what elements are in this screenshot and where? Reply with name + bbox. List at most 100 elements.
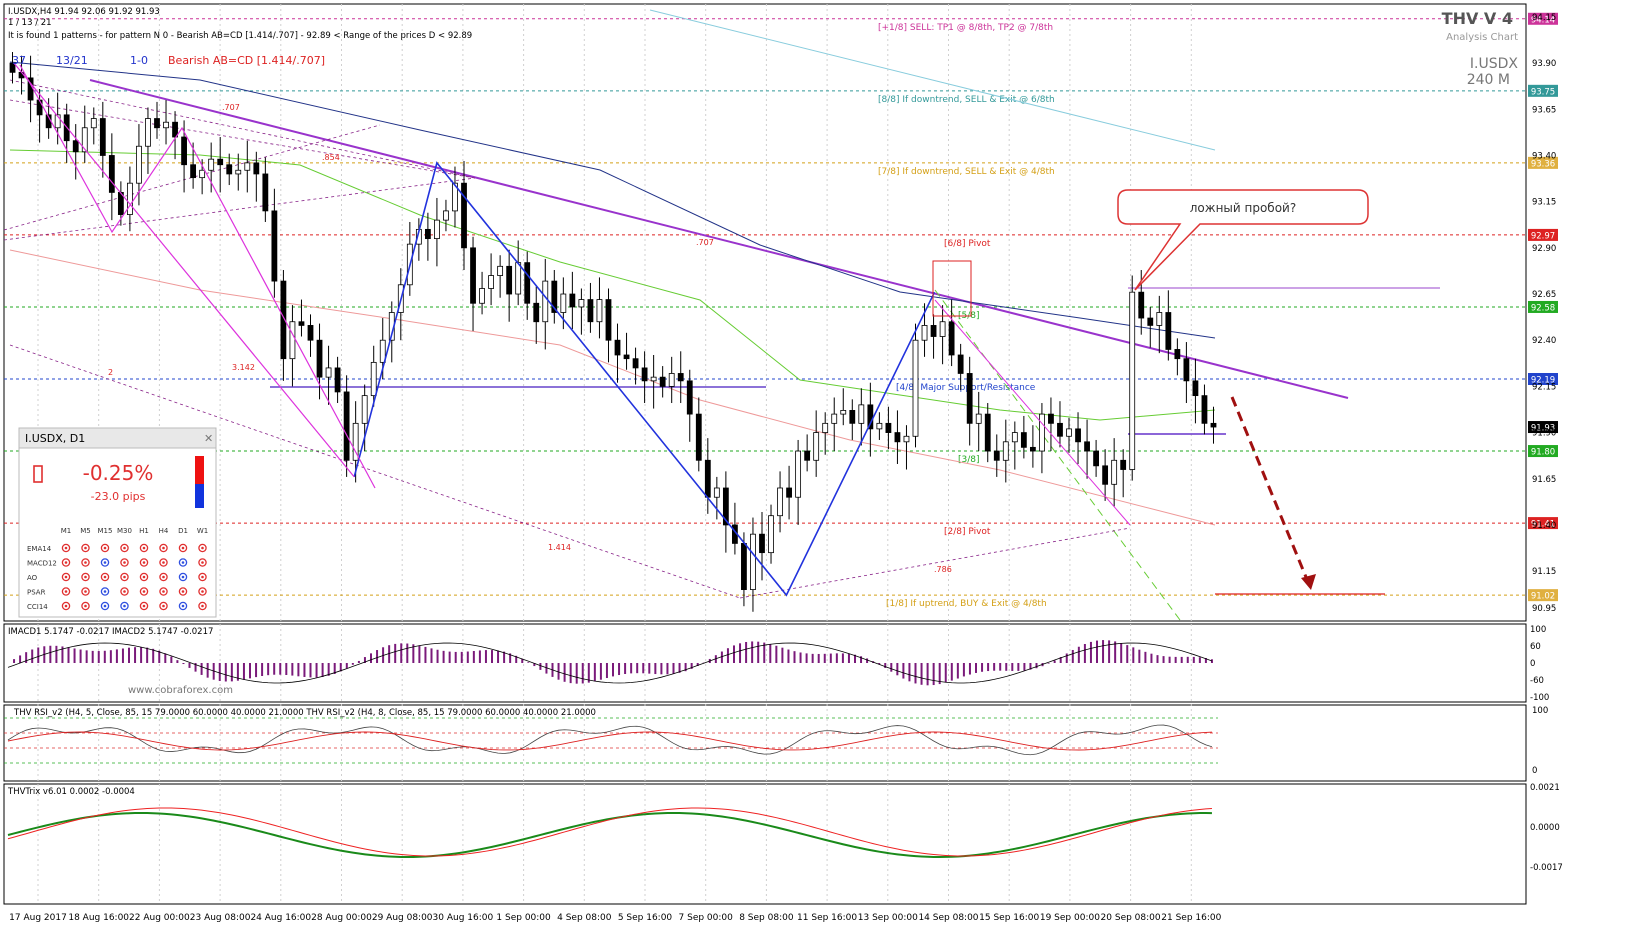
- level-badge-p91-02: [1528, 589, 1558, 602]
- widget-signal-dot-center: [162, 561, 165, 564]
- signal-widget[interactable]: I.USDX, D1 ✕ -0.25% -23.0 pips M1 M5 M15 M3…: [18, 427, 217, 618]
- candle-body: [704, 459, 711, 498]
- widget-indicator-name: MACD12: [27, 560, 57, 568]
- widget-signal-dot-center: [64, 546, 68, 550]
- candle-body: [921, 325, 928, 341]
- candle-body: [515, 262, 522, 295]
- candle-body: [795, 450, 802, 498]
- ema-long-line: [9, 249, 1216, 526]
- candle-body: [271, 210, 278, 282]
- candle-body: [1111, 459, 1118, 485]
- price-tick: 93.65: [1532, 105, 1556, 115]
- time-label: 7 Sep 00:00: [679, 913, 734, 923]
- candle-body: [280, 280, 287, 360]
- candle-body: [659, 376, 666, 387]
- level-label-p91-02: [1/8] If uptrend, BUY & Exit @ 4/8th: [886, 599, 1047, 609]
- candle-body: [1165, 312, 1172, 350]
- price-tick: 92.90: [1532, 244, 1556, 254]
- trix-tick: 0.0021: [1530, 783, 1560, 793]
- widget-signal-dot-center: [201, 561, 204, 564]
- level-label-p92-97: [6/8] Pivot: [944, 239, 991, 249]
- main-price-panel[interactable]: [3, 3, 1527, 622]
- candle-body: [912, 339, 919, 437]
- strength-bar-buy: [195, 484, 204, 508]
- price-tick: 92.65: [1532, 290, 1556, 300]
- wave-label-13-21: 13/21: [56, 54, 88, 67]
- candle-body: [1057, 422, 1063, 437]
- candle-body: [885, 422, 892, 433]
- pattern-name: Bearish AB=CD [1.414/.707]: [168, 54, 325, 67]
- candle-body: [334, 367, 341, 393]
- candle-body: [1048, 413, 1054, 424]
- candle-body: [939, 321, 946, 337]
- candle-body: [36, 99, 43, 116]
- brand-timeframe: 240 M: [1467, 72, 1510, 88]
- xa-leg-line: [13, 62, 355, 478]
- candle-body: [903, 435, 910, 443]
- candle-body: [145, 118, 151, 147]
- candle-body: [858, 404, 865, 424]
- fib-label: 1.414: [548, 543, 571, 552]
- level-badge-p92-97: [1528, 228, 1558, 241]
- candle-body: [108, 155, 115, 193]
- candle-body: [379, 339, 386, 363]
- widget-signal-dot-center: [64, 561, 68, 564]
- widget-signal-dot-center: [142, 561, 146, 564]
- widget-signal-dot-center: [64, 604, 68, 608]
- candle-body: [1066, 428, 1072, 437]
- widget-signal-dot-center: [103, 546, 107, 550]
- candle-body: [81, 127, 88, 153]
- widget-signal-dot-center: [103, 590, 107, 593]
- candle-body: [596, 299, 603, 323]
- candle-body: [72, 140, 79, 153]
- candle-body: [840, 410, 847, 415]
- level-badge-text-p92-58: 92.58: [1531, 303, 1555, 313]
- candle-body: [786, 487, 792, 498]
- wave-label-37: 37: [12, 54, 26, 67]
- widget-signal-dot-center: [181, 590, 185, 593]
- level-label-p93-36: [7/8] If downtrend, SELL & Exit @ 4/8th: [878, 167, 1055, 177]
- time-label: 18 Aug 16:00: [68, 913, 129, 923]
- macd-tick: -60: [1530, 676, 1544, 686]
- price-tick: 93.40: [1532, 151, 1556, 161]
- candle-body: [1201, 395, 1208, 424]
- macd-tick: 60: [1530, 642, 1541, 652]
- candle-body: [957, 354, 964, 374]
- widget-indicator-name: CCI14: [27, 603, 48, 611]
- time-label: 23 Aug 08:00: [190, 913, 251, 923]
- macd-label: IMACD1 5.1747 -0.0217 IMACD2 5.1747 -0.0…: [8, 627, 213, 637]
- time-label: 4 Sep 08:00: [557, 913, 612, 923]
- level-badge-text-p92-97: 92.97: [1531, 231, 1555, 241]
- widget-signal-dot-center: [64, 590, 68, 593]
- time-label: 21 Sep 16:00: [1161, 913, 1221, 923]
- candle-body: [488, 275, 494, 289]
- candle-body: [127, 182, 133, 215]
- candle-body: [804, 450, 811, 461]
- candle-body: [163, 121, 169, 129]
- candle-body: [668, 373, 675, 387]
- candle-body: [777, 487, 783, 517]
- candle-body: [289, 321, 296, 360]
- candle-body: [199, 169, 206, 179]
- candle-body: [1210, 422, 1217, 428]
- time-label: 20 Sep 08:00: [1101, 913, 1161, 923]
- widget-signal-dot-center: [123, 575, 126, 579]
- fib-label: .786: [934, 565, 952, 574]
- candle-body: [542, 280, 549, 323]
- candle-body: [966, 373, 973, 424]
- candle-body: [632, 358, 639, 369]
- widget-change: -0.25%: [83, 461, 154, 485]
- trix-panel[interactable]: [3, 783, 1527, 905]
- candle-body: [876, 422, 883, 430]
- candle-body: [479, 288, 485, 304]
- level-badge-p94-14: [1528, 12, 1558, 25]
- level-badge-text-p93-36: 93.36: [1531, 159, 1555, 169]
- fib-trendline: [3, 124, 381, 231]
- candle-body: [90, 118, 97, 129]
- widget-close-icon[interactable]: ✕: [204, 432, 213, 445]
- widget-timeframe: M1: [61, 527, 72, 535]
- candle-body: [894, 432, 901, 443]
- rsi-fast-line: [7, 724, 1213, 756]
- brand-title: THV V 4: [1442, 9, 1513, 28]
- current-price-badge: [1528, 421, 1558, 434]
